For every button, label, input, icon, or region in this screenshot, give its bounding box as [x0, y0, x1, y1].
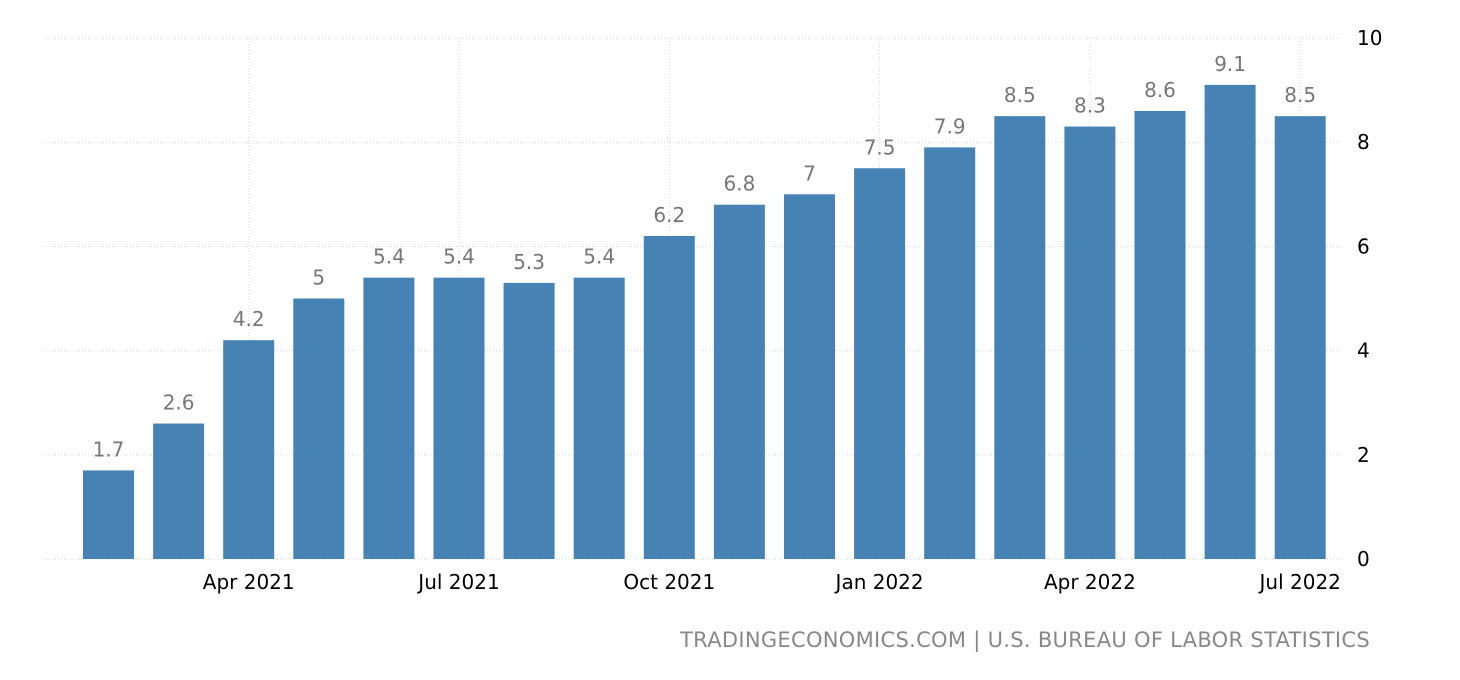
bar-value-label: 4.2 [233, 307, 265, 331]
bar-value-label: 2.6 [163, 391, 195, 415]
x-tick-label: Apr 2022 [1044, 570, 1136, 594]
x-tick-label: Oct 2021 [623, 570, 715, 594]
bar-series [83, 84, 1326, 560]
bar [713, 204, 765, 559]
bar [433, 277, 485, 559]
y-tick-label: 6 [1357, 234, 1370, 258]
y-axis: 0 2 4 6 8 10 [1357, 26, 1382, 571]
bar [1274, 116, 1326, 560]
bar [1204, 84, 1256, 559]
bar-value-label: 7 [803, 161, 816, 185]
bar-value-label: 7.9 [934, 114, 966, 138]
y-tick-label: 2 [1357, 443, 1370, 467]
bar-value-label: 8.6 [1144, 78, 1176, 102]
bar [223, 340, 275, 559]
bar-value-label: 5.4 [443, 245, 475, 269]
bar [854, 168, 906, 559]
bar-value-label: 5.4 [373, 245, 405, 269]
bar [573, 277, 625, 559]
bar-value-label: 5.4 [583, 245, 615, 269]
bar [83, 470, 134, 559]
y-tick-label: 10 [1357, 26, 1382, 50]
y-tick-label: 8 [1357, 130, 1370, 154]
bar-value-label: 8.5 [1004, 83, 1036, 107]
bar [1134, 110, 1186, 559]
x-axis: Apr 2021 Jul 2021 Oct 2021 Jan 2022 Apr 2022… [203, 570, 1341, 594]
bar [994, 116, 1046, 560]
bar [293, 298, 345, 559]
bar-value-label: 5 [312, 266, 325, 290]
bar-value-label: 7.5 [864, 135, 896, 159]
bar-value-label: 8.5 [1284, 83, 1316, 107]
bar-value-label: 5.3 [513, 250, 545, 274]
x-tick-label: Jan 2022 [834, 570, 924, 594]
bar-value-label: 6.2 [653, 203, 685, 227]
y-tick-label: 0 [1357, 547, 1370, 571]
bar-value-label: 8.3 [1074, 94, 1106, 118]
x-tick-label: Apr 2021 [203, 570, 295, 594]
bar [784, 194, 835, 560]
bar-value-label: 6.8 [723, 172, 755, 196]
bar-value-label: 1.7 [93, 437, 125, 461]
bar [1064, 126, 1116, 559]
x-tick-label: Jul 2021 [416, 570, 499, 594]
bar [153, 423, 205, 559]
x-tick-label: Jul 2022 [1258, 570, 1341, 594]
bar [643, 235, 695, 560]
bar [924, 147, 976, 559]
data-labels: 1.7 2.6 4.2 5 5.4 5.4 5.3 5.4 6.2 6.8 7 7.5 7.9 8.5 8.… [93, 52, 1317, 462]
source-attribution: TRADINGECONOMICS.COM | U.S. BUREAU OF LA… [680, 628, 1370, 652]
bar [363, 277, 415, 559]
y-tick-label: 4 [1357, 339, 1370, 363]
bar [503, 282, 555, 559]
bar-value-label: 9.1 [1214, 52, 1246, 76]
